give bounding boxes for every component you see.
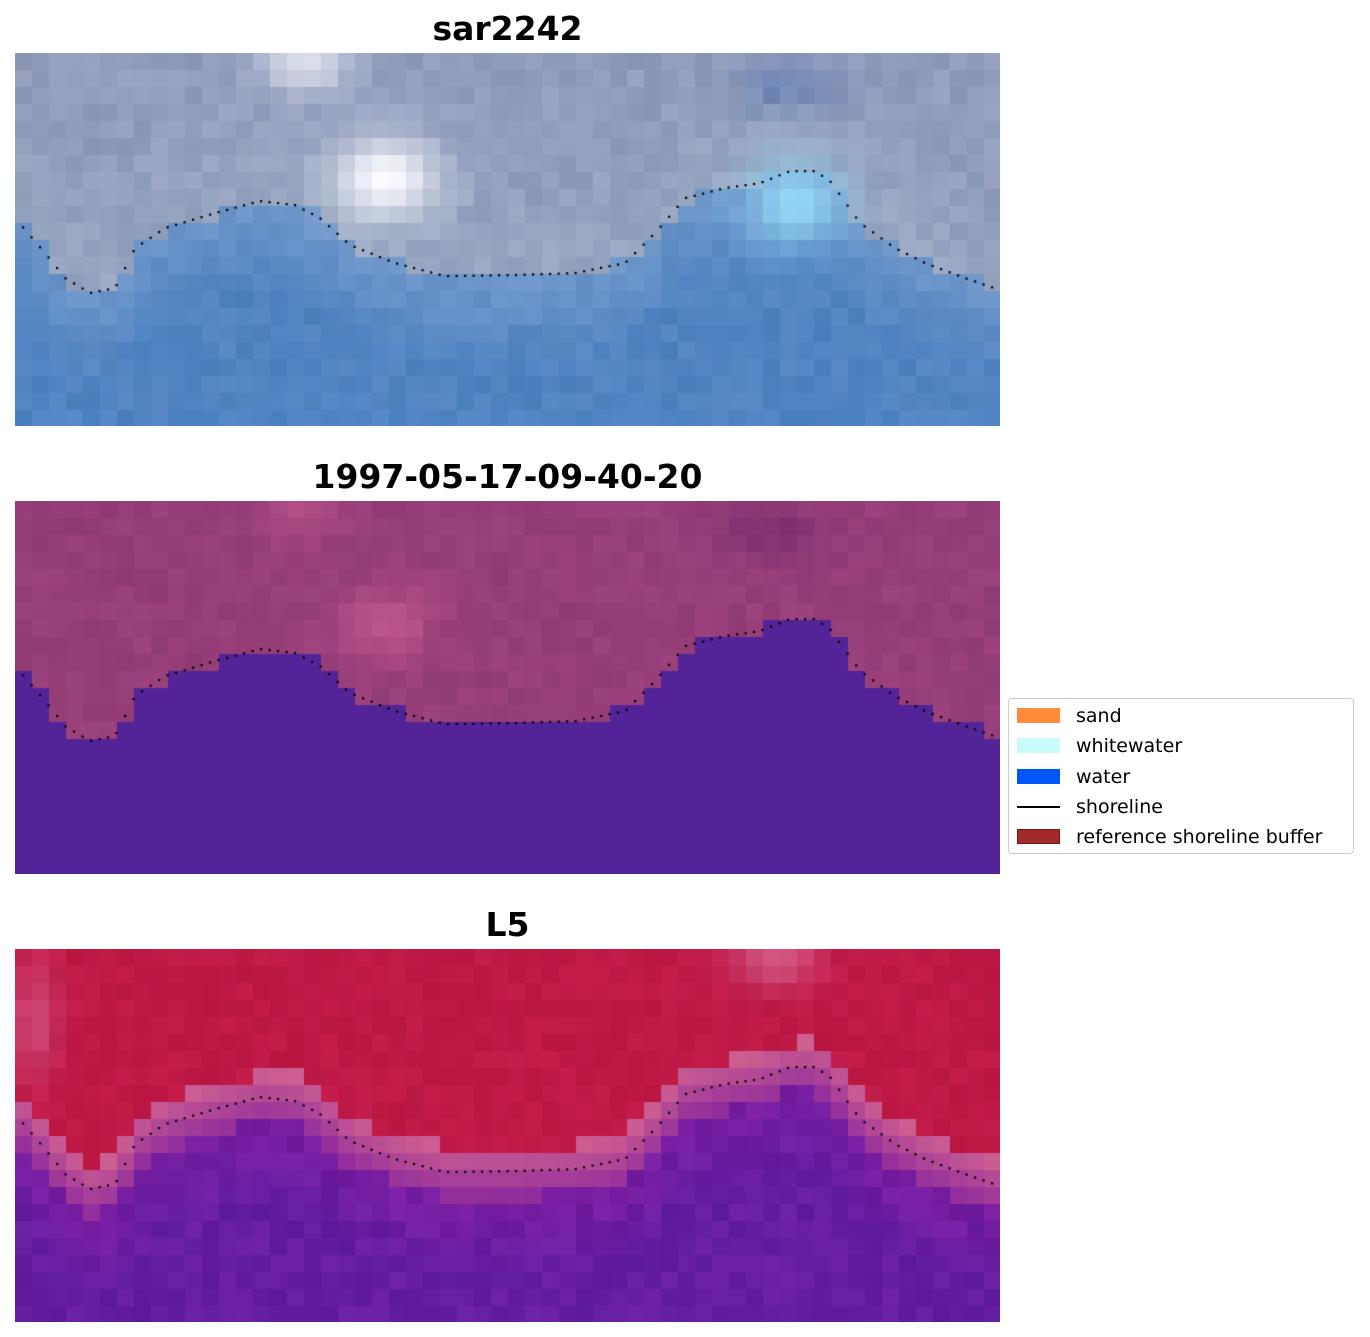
panel-title-index: L5 xyxy=(485,905,530,944)
legend-swatch-water xyxy=(1017,769,1060,784)
panel-title-classified: 1997-05-17-09-40-20 xyxy=(312,457,703,496)
legend-swatch-reference-buffer xyxy=(1017,829,1060,844)
legend-label-sand: sand xyxy=(1076,705,1122,727)
index-image-panel xyxy=(15,949,1000,1322)
legend-swatch-sand xyxy=(1017,708,1060,723)
rgb-image-panel xyxy=(15,53,1000,426)
legend-line-shoreline xyxy=(1017,806,1060,808)
legend-label-reference-buffer: reference shoreline buffer xyxy=(1076,826,1323,848)
classified-image-panel xyxy=(15,501,1000,874)
panel-title-rgb: sar2242 xyxy=(432,9,583,48)
legend-label-shoreline: shoreline xyxy=(1076,796,1163,818)
legend-label-whitewater: whitewater xyxy=(1076,735,1183,757)
legend-swatch-whitewater xyxy=(1017,738,1060,753)
legend-label-water: water xyxy=(1076,766,1131,788)
legend: sand whitewater water shoreline referenc… xyxy=(1008,698,1354,854)
